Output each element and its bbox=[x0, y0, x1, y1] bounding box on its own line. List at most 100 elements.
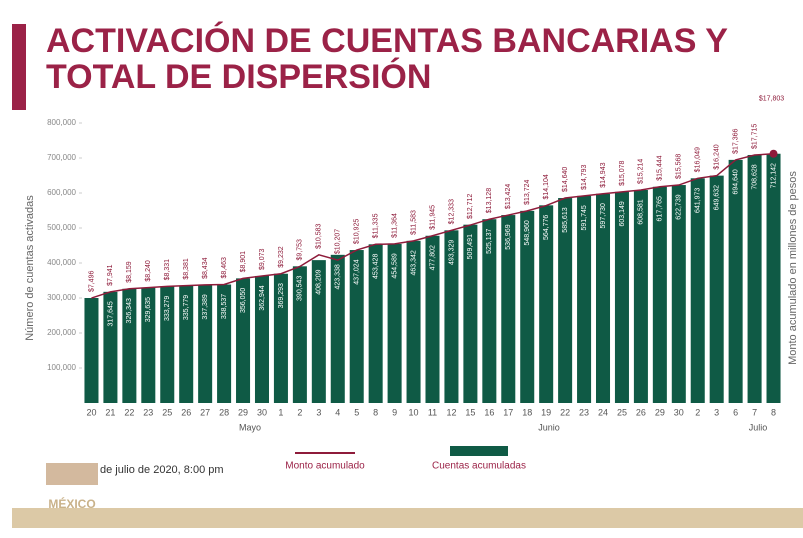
title-line: TOTAL DE DISPERSIÓN bbox=[46, 58, 431, 96]
bar bbox=[236, 278, 251, 403]
bar-value-label: 423,338 bbox=[335, 264, 342, 289]
bar-value-label: 362,944 bbox=[259, 285, 266, 310]
footer-note: de julio de 2020, 8:00 pm bbox=[100, 464, 224, 476]
bar bbox=[330, 254, 345, 403]
x-tick-label: 17 bbox=[503, 407, 513, 417]
x-tick-label: 26 bbox=[636, 407, 646, 417]
bar bbox=[254, 275, 269, 403]
bar bbox=[217, 284, 232, 403]
x-tick-label: 29 bbox=[238, 407, 248, 417]
y-tick-label: 400,000 bbox=[47, 258, 76, 267]
x-tick-label: 1 bbox=[278, 407, 283, 417]
line-value-label: $14,104 bbox=[543, 174, 550, 199]
bar bbox=[728, 159, 743, 403]
bar bbox=[84, 298, 99, 403]
logo-image bbox=[46, 463, 98, 485]
bar-value-label: 338,537 bbox=[221, 294, 228, 319]
x-tick-label: 16 bbox=[484, 407, 494, 417]
line-value-label: $17,715 bbox=[751, 124, 758, 149]
bar-value-label: 617,765 bbox=[657, 196, 664, 221]
line-value-label: $10,583 bbox=[316, 223, 323, 248]
x-tick-label: 20 bbox=[86, 407, 96, 417]
x-tick-label: 2 bbox=[297, 407, 302, 417]
bar-value-label: 333,279 bbox=[164, 296, 171, 321]
bar-value-label: 708,628 bbox=[751, 164, 758, 189]
bar-value-label: 477,802 bbox=[429, 245, 436, 270]
bar bbox=[141, 287, 156, 403]
bar bbox=[539, 205, 554, 403]
bar-value-label: 585,613 bbox=[562, 207, 569, 232]
bar bbox=[103, 291, 118, 403]
line-value-label: $10,207 bbox=[335, 229, 342, 254]
x-tick-label: 28 bbox=[219, 407, 229, 417]
x-tick-label: 23 bbox=[143, 407, 153, 417]
x-tick-label: 6 bbox=[733, 407, 738, 417]
x-tick-label: 18 bbox=[522, 407, 532, 417]
y-tick-label: 700,000 bbox=[47, 153, 76, 162]
x-tick-label: 8 bbox=[373, 407, 378, 417]
x-tick-label: 10 bbox=[409, 407, 419, 417]
bar-value-label: 454,589 bbox=[391, 253, 398, 278]
line-value-label: $12,333 bbox=[448, 199, 455, 224]
line-value-label: $14,640 bbox=[562, 167, 569, 192]
line-value-label: $8,901 bbox=[240, 251, 247, 273]
bar bbox=[122, 288, 137, 403]
x-tick-label: 22 bbox=[124, 407, 134, 417]
x-tick-label: 2 bbox=[695, 407, 700, 417]
bar bbox=[311, 260, 326, 403]
bar bbox=[406, 240, 421, 403]
logo-text: MÉXICO bbox=[48, 496, 95, 511]
line-value-label: $16,049 bbox=[695, 147, 702, 172]
line-value-label: $8,434 bbox=[202, 257, 209, 279]
bar bbox=[709, 175, 724, 403]
line-value-label: $11,335 bbox=[373, 213, 380, 238]
bar-value-label: 641,973 bbox=[695, 188, 702, 213]
x-tick-label: 8 bbox=[771, 407, 776, 417]
x-tick-label: 7 bbox=[752, 407, 757, 417]
x-tick-label: 11 bbox=[428, 407, 437, 417]
bar bbox=[501, 215, 516, 403]
bar-value-label: 509,491 bbox=[467, 234, 474, 259]
line-value-label: $14,943 bbox=[600, 162, 607, 187]
line-value-label: $11,583 bbox=[410, 210, 417, 235]
bar bbox=[160, 286, 175, 403]
bar-value-label: 694,640 bbox=[732, 169, 739, 194]
line-value-label: $7,941 bbox=[107, 264, 114, 286]
x-tick-label: 15 bbox=[465, 407, 475, 417]
x-tick-label: 3 bbox=[714, 407, 719, 417]
line-value-label: $8,331 bbox=[164, 259, 171, 281]
month-label: Julio bbox=[749, 422, 768, 432]
line-value-label: $10,925 bbox=[354, 219, 361, 244]
x-tick-label: 5 bbox=[354, 407, 359, 417]
bar bbox=[652, 186, 667, 403]
bar-value-label: 597,730 bbox=[600, 203, 607, 228]
bar-value-label: 369,293 bbox=[278, 283, 285, 308]
line-value-label: $15,444 bbox=[657, 155, 664, 180]
bar bbox=[596, 193, 611, 403]
line-value-label: $7,496 bbox=[88, 271, 95, 293]
bar bbox=[292, 266, 307, 403]
x-tick-label: 25 bbox=[617, 407, 627, 417]
line-value-label: $15,214 bbox=[638, 159, 645, 184]
line-value-label: $11,945 bbox=[429, 205, 436, 230]
x-tick-label: 29 bbox=[655, 407, 665, 417]
bar-value-label: 591,745 bbox=[581, 205, 588, 230]
bar bbox=[614, 191, 629, 403]
y-tick-label: 300,000 bbox=[47, 293, 76, 302]
y2-axis-label: Monto acumulado en millones de pesos bbox=[787, 171, 799, 365]
y-axis-label: Número de cuentas activadas bbox=[24, 195, 36, 341]
x-tick-label: 21 bbox=[105, 407, 115, 417]
bar-value-label: 335,779 bbox=[183, 295, 190, 320]
bar bbox=[766, 153, 781, 403]
accent-bar bbox=[12, 24, 26, 110]
bar bbox=[179, 285, 194, 403]
y-tick-label: 800,000 bbox=[47, 118, 76, 127]
bar bbox=[444, 230, 459, 403]
bar-value-label: 463,342 bbox=[410, 250, 417, 275]
title-line: ACTIVACIÓN DE CUENTAS BANCARIAS Y bbox=[46, 22, 728, 60]
line-value-label: $8,240 bbox=[145, 260, 152, 282]
line-value-label: $9,073 bbox=[259, 248, 266, 270]
line-value-label: $12,712 bbox=[467, 194, 474, 219]
x-tick-label: 27 bbox=[200, 407, 210, 417]
